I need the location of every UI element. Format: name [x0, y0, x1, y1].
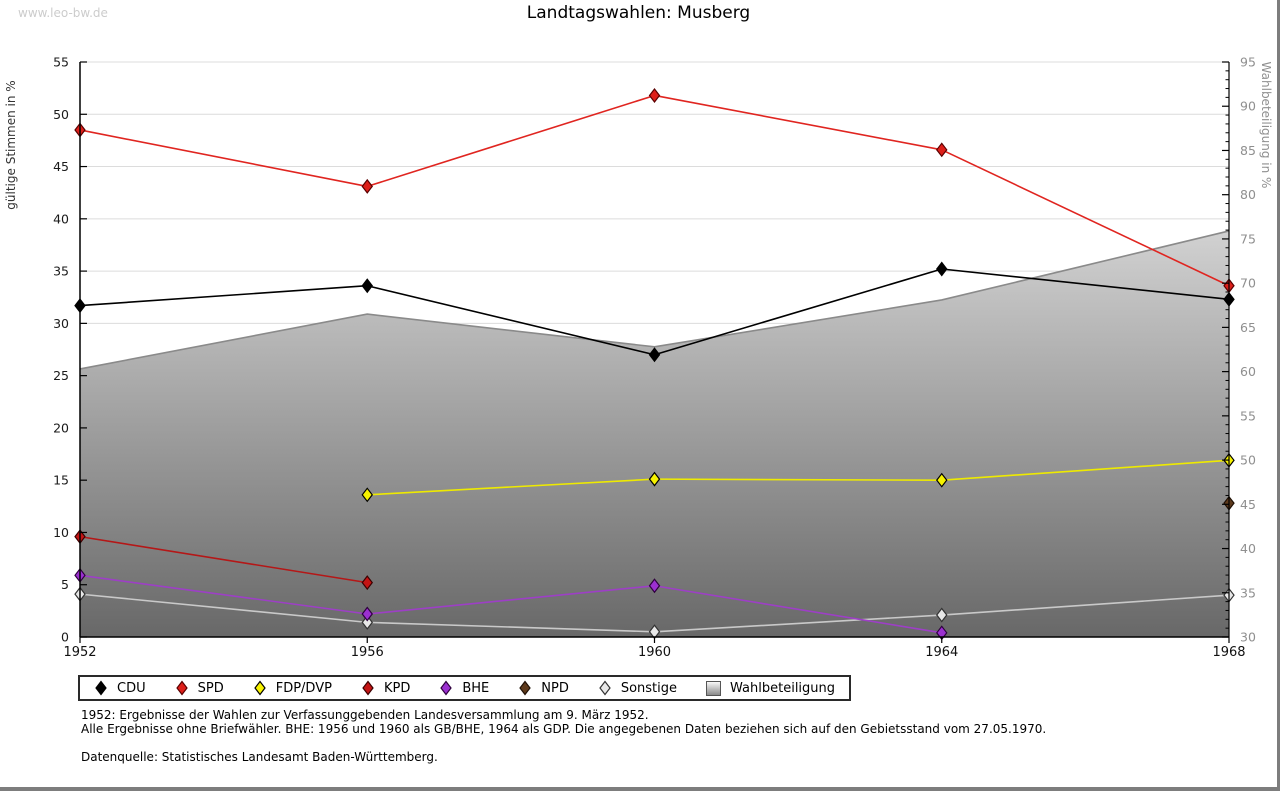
legend: CDU SPD FDP/DVP KPD BHE NPD Sonstige Wahlbeteil…: [78, 675, 852, 701]
legend-marker-fdp-dvp: [253, 680, 266, 696]
legend-label-sonstige: Sonstige: [620, 680, 678, 696]
svg-text:45: 45: [53, 159, 69, 174]
axes: 0 5 10 15 20 25 30 35 40 45 50 55 30 35 40 45 50 55 60 65 70…: [53, 55, 1256, 661]
svg-text:35: 35: [53, 264, 69, 279]
footnote-line: Alle Ergebnisse ohne Briefwähler. BHE: 1…: [81, 722, 1047, 736]
legend-marker-sonstige: [599, 680, 611, 696]
left-axis-title: gültige Stimmen in %: [4, 80, 18, 209]
footnote-line: 1952: Ergebnisse der Wahlen zur Verfassu…: [81, 708, 649, 722]
legend-marker-cdu: [95, 680, 107, 696]
watermark: www.leo-bw.de: [18, 6, 108, 20]
legend-label-cdu: CDU: [117, 680, 146, 696]
series-wahlbeteiligung-area: [79, 230, 1230, 637]
legend-label-spd: SPD: [197, 680, 224, 696]
legend-item-cdu: CDU: [94, 680, 146, 696]
data-point-fdp-dvp: [935, 472, 948, 488]
legend-item-sonstige: Sonstige: [598, 680, 677, 696]
data-point-fdp-dvp: [361, 487, 374, 503]
legend-label-kpd: KPD: [383, 680, 411, 696]
data-point-spd: [361, 178, 374, 194]
legend-label-wahlbeteiligung: Wahlbeteiligung: [730, 680, 836, 696]
svg-text:50: 50: [53, 107, 69, 122]
svg-text:1960: 1960: [638, 645, 671, 660]
svg-text:5: 5: [61, 577, 69, 592]
legend-marker-spd: [175, 680, 188, 696]
data-point-sonstige: [935, 607, 948, 623]
data-point-bhe: [361, 606, 374, 622]
legend-item-npd: NPD: [518, 680, 569, 696]
legend-label-fdp-dvp: FDP/DVP: [275, 680, 332, 696]
legend-swatch-wahlbeteiligung: [706, 680, 722, 696]
legend-item-bhe: BHE: [439, 680, 489, 696]
data-point-sonstige: [361, 614, 374, 630]
series-fdp-dvp: [361, 452, 1235, 503]
svg-text:90: 90: [1240, 99, 1256, 114]
right-axis-title: Wahlbeteiligung in %: [1259, 62, 1273, 189]
data-point-cdu: [361, 278, 374, 294]
svg-text:20: 20: [53, 420, 69, 435]
svg-text:55: 55: [53, 55, 69, 70]
svg-text:85: 85: [1240, 143, 1256, 158]
svg-text:1956: 1956: [351, 645, 384, 660]
legend-marker-bhe: [440, 680, 453, 696]
svg-text:15: 15: [53, 473, 69, 488]
legend-item-wahlbeteiligung: Wahlbeteiligung: [706, 680, 836, 696]
series-spd: [74, 87, 1235, 294]
footnotes: 1952: Ergebnisse der Wahlen zur Verfassu…: [81, 708, 1046, 764]
legend-label-npd: NPD: [541, 680, 569, 696]
svg-text:55: 55: [1240, 408, 1256, 423]
svg-text:75: 75: [1240, 231, 1256, 246]
svg-text:1952: 1952: [63, 645, 96, 660]
data-point-kpd: [361, 575, 374, 591]
legend-item-spd: SPD: [175, 680, 224, 696]
svg-text:10: 10: [53, 525, 69, 540]
data-point-spd: [935, 142, 948, 158]
footnote-source: Datenquelle: Statistisches Landesamt Bad…: [81, 750, 438, 764]
legend-item-fdp-dvp: FDP/DVP: [253, 680, 332, 696]
svg-text:30: 30: [1240, 630, 1256, 645]
svg-text:40: 40: [53, 211, 69, 226]
data-point-fdp-dvp: [648, 471, 661, 487]
svg-text:1964: 1964: [925, 645, 958, 660]
svg-text:35: 35: [1240, 585, 1256, 600]
chart-title: Landtagswahlen: Musberg: [526, 3, 751, 23]
svg-text:65: 65: [1240, 320, 1256, 335]
svg-text:70: 70: [1240, 276, 1256, 291]
data-point-bhe: [648, 578, 661, 594]
series-sonstige: [74, 586, 1235, 640]
legend-item-kpd: KPD: [361, 680, 410, 696]
svg-text:25: 25: [53, 368, 69, 383]
svg-text:45: 45: [1240, 497, 1256, 512]
data-point-cdu: [935, 261, 948, 277]
data-point-spd: [648, 87, 661, 103]
data-point-cdu: [648, 347, 661, 363]
legend-marker-npd: [519, 680, 532, 696]
svg-text:60: 60: [1240, 364, 1256, 379]
svg-text:0: 0: [61, 630, 69, 645]
svg-text:95: 95: [1240, 55, 1256, 70]
svg-text:40: 40: [1240, 541, 1256, 556]
svg-text:1968: 1968: [1212, 645, 1245, 660]
svg-text:50: 50: [1240, 453, 1256, 468]
legend-label-bhe: BHE: [462, 680, 490, 696]
svg-text:80: 80: [1240, 187, 1256, 202]
legend-marker-kpd: [362, 680, 374, 696]
svg-text:30: 30: [53, 316, 69, 331]
